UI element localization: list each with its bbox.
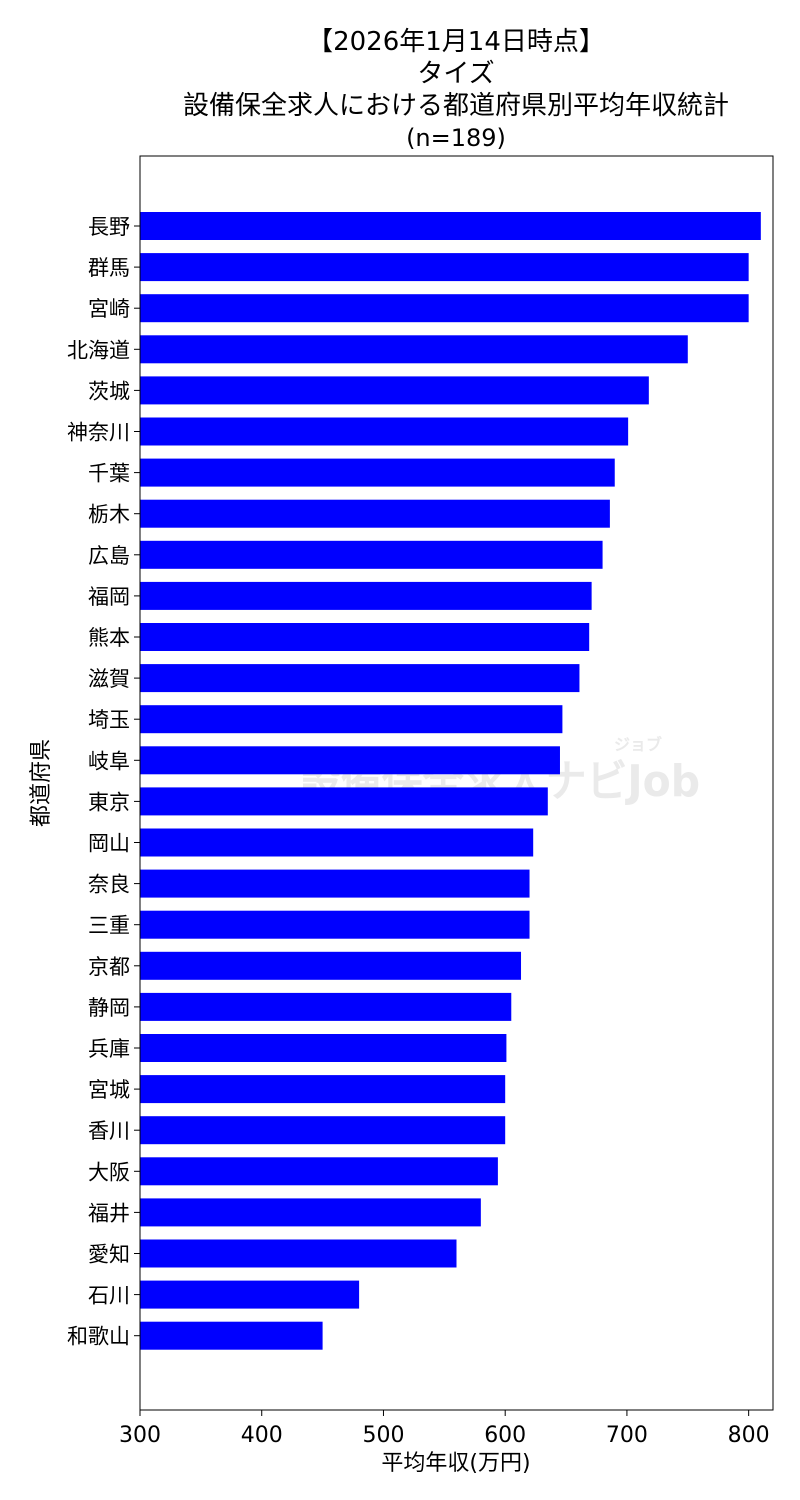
y-tick-label: 長野 <box>88 215 130 239</box>
y-tick-label: 群馬 <box>88 256 130 280</box>
bar-奈良 <box>140 869 530 898</box>
y-tick-label: 滋賀 <box>88 667 130 691</box>
x-tick-label: 600 <box>484 1423 526 1448</box>
x-tick-label: 400 <box>241 1423 283 1448</box>
bar-北海道 <box>140 335 688 364</box>
bar-京都 <box>140 951 522 980</box>
y-tick-label: 宮城 <box>88 1078 130 1102</box>
x-axis-label: 平均年収(万円) <box>381 1451 530 1476</box>
bar-長野 <box>140 212 761 240</box>
y-tick-label: 石川 <box>88 1284 130 1308</box>
y-tick-labels: 長野群馬宮崎北海道茨城神奈川千葉栃木広島福岡熊本滋賀埼玉岐阜東京岡山奈良三重京都… <box>67 215 140 1349</box>
bar-神奈川 <box>140 417 629 446</box>
bar-石川 <box>140 1280 360 1309</box>
y-tick-label: 宮崎 <box>88 297 130 321</box>
y-tick-label: 岡山 <box>88 832 130 856</box>
y-axis-label: 都道府県 <box>29 739 54 827</box>
y-tick-label: 静岡 <box>88 996 130 1020</box>
y-tick-label: 京都 <box>88 955 130 979</box>
bar-宮城 <box>140 1075 506 1104</box>
x-tick-label: 300 <box>119 1423 161 1448</box>
x-ticks: 300 400 500 600 700 800 <box>119 1410 770 1448</box>
chart-title: 【2026年1月14日時点】 タイズ 設備保全求人における都道府県別平均年収統計… <box>183 27 729 152</box>
bar-岐阜 <box>140 746 560 775</box>
bar-滋賀 <box>140 664 580 693</box>
bar-福井 <box>140 1198 481 1227</box>
y-tick-label: 愛知 <box>88 1243 130 1267</box>
bar-宮崎 <box>140 294 749 323</box>
y-tick-label: 熊本 <box>88 626 130 650</box>
y-tick-label: 東京 <box>88 790 130 814</box>
bar-兵庫 <box>140 1034 507 1062</box>
title-line-company: タイズ <box>417 59 494 89</box>
bar-広島 <box>140 540 603 569</box>
plot-area-frame <box>139 155 774 1411</box>
bar-和歌山 <box>140 1321 323 1350</box>
bar-香川 <box>140 1116 506 1145</box>
y-tick-label: 和歌山 <box>67 1325 130 1349</box>
y-tick-label: 大阪 <box>88 1160 130 1184</box>
title-line-subject: 設備保全求人における都道府県別平均年収統計 <box>183 91 729 121</box>
y-tick-label: 千葉 <box>88 462 130 486</box>
y-tick-label: 栃木 <box>88 503 130 527</box>
bar-栃木 <box>140 499 610 528</box>
bar-岡山 <box>140 828 534 857</box>
y-tick-label: 福岡 <box>88 585 130 609</box>
bar-静岡 <box>140 992 512 1021</box>
bar-熊本 <box>140 623 590 651</box>
y-tick-label: 福井 <box>88 1201 130 1225</box>
bar-埼玉 <box>140 705 563 734</box>
bar-東京 <box>140 787 548 816</box>
bars-group <box>140 212 761 1350</box>
y-tick-label: 埼玉 <box>88 708 130 732</box>
y-tick-label: 奈良 <box>88 873 130 897</box>
bar-群馬 <box>140 253 749 282</box>
y-tick-label: 神奈川 <box>67 421 130 445</box>
title-line-sample-size: (n=189) <box>406 124 506 152</box>
y-tick-label: 岐阜 <box>88 749 130 773</box>
bar-千葉 <box>140 458 615 487</box>
watermark-small-text: ジョブ <box>614 735 662 754</box>
bar-愛知 <box>140 1239 457 1268</box>
y-tick-label: 北海道 <box>67 338 130 362</box>
y-tick-label: 茨城 <box>88 379 130 403</box>
bar-三重 <box>140 910 530 939</box>
bar-茨城 <box>140 376 649 405</box>
y-tick-label: 広島 <box>88 544 130 568</box>
x-tick-label: 700 <box>606 1423 648 1448</box>
bar-大阪 <box>140 1157 498 1186</box>
x-tick-label: 500 <box>362 1423 404 1448</box>
y-tick-label: 兵庫 <box>88 1037 130 1061</box>
title-line-date: 【2026年1月14日時点】 <box>307 27 605 57</box>
y-tick-label: 三重 <box>88 914 130 938</box>
x-tick-label: 800 <box>728 1423 770 1448</box>
y-tick-label: 香川 <box>88 1119 130 1143</box>
bar-福岡 <box>140 581 592 610</box>
